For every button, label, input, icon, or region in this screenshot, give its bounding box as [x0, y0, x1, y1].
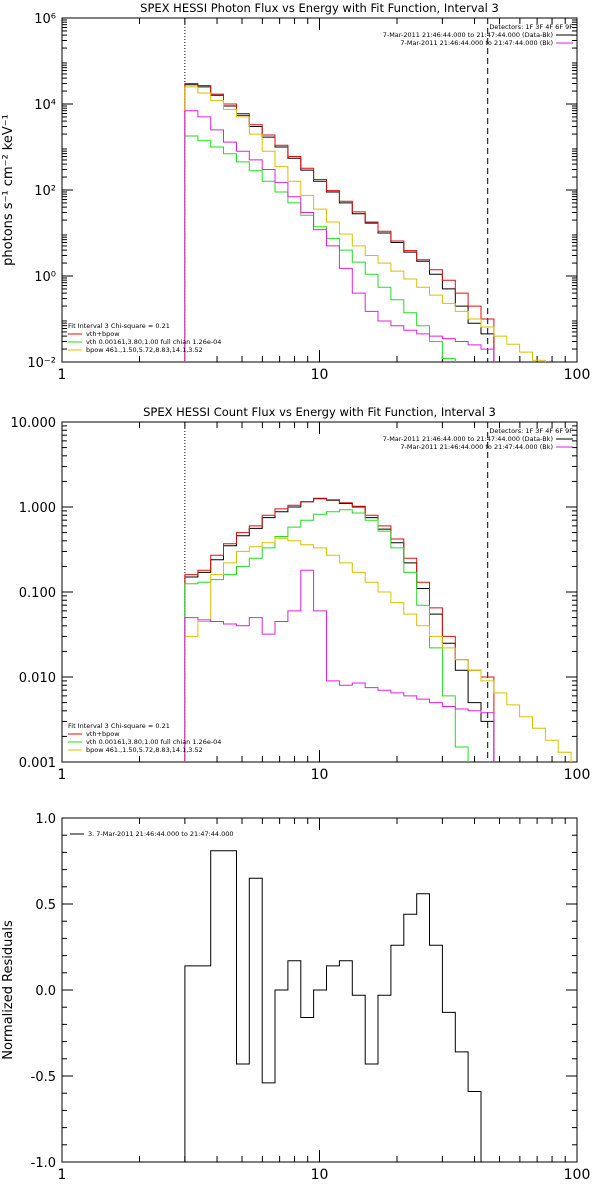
y-tick-label: 0.001 [19, 756, 56, 771]
series-line-1 [184, 497, 495, 762]
plot-frame [61, 17, 578, 363]
x-tick-label: 100 [564, 1167, 591, 1183]
series-line-0 [184, 498, 495, 762]
chart-title: SPEX HESSI Photon Flux vs Energy with Fi… [140, 1, 499, 15]
legend-entry-label: vth 0.00161,3.80,1.00 full chian 1.26e-0… [86, 338, 221, 346]
y-tick-label: 0.0 [35, 984, 56, 999]
x-tick-label: 1 [58, 767, 67, 783]
x-tick-label: 10 [311, 1167, 329, 1183]
series-line-1 [184, 83, 495, 362]
legend-header: Detectors: 1F 3F 4F 6F 9F [489, 427, 573, 435]
legend-entry-label: 3. 7-Mar-2011 21:46:44.000 to 21:47:44.0… [88, 830, 234, 838]
x-tick-label: 100 [564, 367, 591, 383]
y-tick-label: 10⁻² [27, 356, 56, 371]
legend-header: Detectors: 1F 3F 4F 6F 9F [489, 23, 573, 31]
series-line-3 [184, 537, 572, 762]
x-tick-label: 100 [564, 767, 591, 783]
y-tick-label: 0.010 [19, 671, 56, 686]
y-tick-label: 10⁰ [34, 270, 56, 285]
series-line-2 [184, 135, 495, 362]
x-tick-label: 1 [58, 367, 67, 383]
y-tick-label: 10.000 [11, 416, 57, 431]
legend-entry-label: vth+bpow [86, 730, 120, 738]
legend-entry-label: 7-Mar-2011 21:46:44.000 to 21:47:44.000 … [383, 435, 553, 443]
legend-entry-label: bpow 461.,1.50,5.72,8.83,14.1,3.52 [86, 746, 203, 754]
legend-entry-label: vth 0.00161,3.80,1.00 full chian 1.26e-0… [86, 738, 221, 746]
x-tick-label: 10 [311, 767, 329, 783]
series-line-3 [184, 86, 546, 362]
series-line-4 [184, 110, 495, 362]
y-tick-label: -1.0 [31, 1156, 56, 1171]
legend-entry-label: vth+bpow [86, 330, 120, 338]
series-line-2 [184, 509, 482, 762]
y-tick-label: 10² [34, 184, 56, 199]
legend-header: Fit Interval 3 Chi-square = 0.21 [68, 722, 170, 730]
y-tick-label: -0.5 [31, 1070, 56, 1085]
residuals-chart: 1 10 100 -1.0 -0.5 0.0 0.5 1.0 Normalized Residu… [1, 812, 590, 1183]
y-axis-label: photons s⁻¹ cm⁻² keV⁻¹ [1, 114, 16, 266]
legend-entry-label: 7-Mar-2011 21:46:44.000 to 21:47:44.000 … [400, 443, 553, 451]
x-tick-label: 10 [311, 367, 329, 383]
legend-entry-label: 7-Mar-2011 21:46:44.000 to 21:47:44.000 … [383, 31, 553, 39]
legend-entry-label: bpow 461.,1.50,5.72,8.83,14.1,3.52 [86, 346, 203, 354]
y-tick-label: 10⁶ [34, 12, 56, 27]
series-line-0 [184, 850, 482, 1162]
y-tick-label: 1.000 [19, 501, 56, 516]
series-line-4 [184, 569, 495, 762]
legend-header: Fit Interval 3 Chi-square = 0.21 [68, 322, 170, 330]
plot-frame [61, 421, 578, 763]
photon-flux-chart: SPEX HESSI Photon Flux vs Energy with Fi… [1, 1, 590, 383]
y-axis-label: Normalized Residuals [1, 920, 16, 1060]
chart-title: SPEX HESSI Count Flux vs Energy with Fit… [143, 405, 496, 419]
legend-entry-label: 7-Mar-2011 21:46:44.000 to 21:47:44.000 … [400, 39, 553, 47]
y-tick-label: 10⁴ [34, 98, 56, 113]
y-tick-label: 1.0 [35, 812, 56, 827]
y-tick-label: 0.5 [35, 898, 56, 913]
count-flux-chart: SPEX HESSI Count Flux vs Energy with Fit… [11, 405, 591, 783]
x-tick-label: 1 [58, 1167, 67, 1183]
y-tick-label: 0.100 [19, 586, 56, 601]
